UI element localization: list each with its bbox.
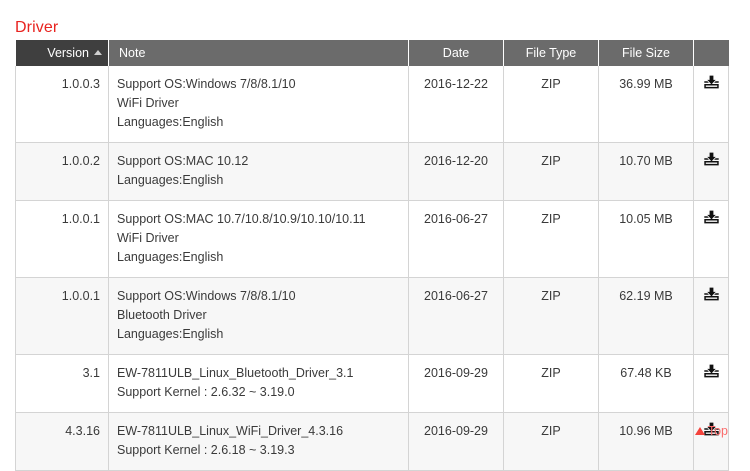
cell-file-size: 10.05 MB: [598, 200, 694, 278]
page-title: Driver: [15, 19, 59, 36]
cell-file-size: 67.48 KB: [598, 354, 694, 413]
cell-date: 2016-09-29: [408, 412, 504, 471]
table-row: 1.0.0.1 Support OS:Windows 7/8/8.1/10 Blue…: [15, 277, 729, 355]
cell-note: Support OS:MAC 10.7/10.8/10.9/10.10/10.1…: [108, 200, 409, 278]
column-header-date[interactable]: Date: [408, 40, 504, 66]
cell-file-size: 10.70 MB: [598, 142, 694, 201]
cell-file-type: ZIP: [503, 277, 599, 355]
cell-date: 2016-09-29: [408, 354, 504, 413]
cell-file-type: ZIP: [503, 200, 599, 278]
column-header-version-label: Version: [47, 46, 89, 60]
cell-download: [693, 354, 729, 413]
cell-version: 1.0.0.2: [15, 142, 109, 201]
table-row: 3.1 EW-7811ULB_Linux_Bluetooth_Driver_3.1…: [15, 354, 729, 413]
cell-file-type: ZIP: [503, 354, 599, 413]
table-header: Version Note Date File Type File Size: [15, 40, 729, 66]
driver-table-container: Version Note Date File Type File Size 1.…: [15, 40, 729, 471]
download-tray-icon[interactable]: [703, 287, 720, 303]
cell-download: [693, 277, 729, 355]
back-to-top-label: Top: [707, 424, 728, 438]
driver-download-page: Driver Version Note Date File Type File …: [15, 19, 729, 471]
cell-note: Support OS:Windows 7/8/8.1/10 Bluetooth D…: [108, 277, 409, 355]
column-header-version[interactable]: Version: [15, 40, 109, 66]
cell-file-size: 62.19 MB: [598, 277, 694, 355]
cell-download: [693, 66, 729, 143]
driver-table: Version Note Date File Type File Size 1.…: [15, 40, 729, 471]
cell-note: Support OS:MAC 10.12 Languages:English: [108, 142, 409, 201]
cell-date: 2016-06-27: [408, 200, 504, 278]
cell-download: [693, 200, 729, 278]
download-tray-icon[interactable]: [703, 75, 720, 91]
column-header-note[interactable]: Note: [108, 40, 409, 66]
download-tray-icon[interactable]: [703, 210, 720, 226]
cell-download: [693, 142, 729, 201]
cell-file-size: 36.99 MB: [598, 66, 694, 143]
note-line: WiFi Driver: [117, 96, 179, 110]
note-line: Support OS:Windows 7/8/8.1/10: [117, 289, 296, 303]
column-header-file-type[interactable]: File Type: [503, 40, 599, 66]
table-row: 1.0.0.3 Support OS:Windows 7/8/8.1/10 WiFi…: [15, 66, 729, 143]
cell-version: 1.0.0.3: [15, 66, 109, 143]
column-header-download: [693, 40, 729, 66]
column-header-file-size[interactable]: File Size: [598, 40, 694, 66]
note-line: EW-7811ULB_Linux_WiFi_Driver_4.3.16: [117, 424, 344, 438]
note-line: Support Kernel : 2.6.32 ~ 3.19.0: [117, 385, 295, 399]
cell-version: 1.0.0.1: [15, 200, 109, 278]
cell-date: 2016-12-20: [408, 142, 504, 201]
cell-date: 2016-12-22: [408, 66, 504, 143]
cell-version: 4.3.16: [15, 412, 109, 471]
triangle-up-icon: [694, 426, 705, 435]
download-tray-icon[interactable]: [703, 152, 720, 168]
cell-file-type: ZIP: [503, 66, 599, 143]
cell-note: EW-7811ULB_Linux_Bluetooth_Driver_3.1 Sup…: [108, 354, 409, 413]
sort-ascending-triangle-icon: [94, 50, 102, 56]
cell-download: [693, 412, 729, 471]
cell-note: EW-7811ULB_Linux_WiFi_Driver_4.3.16 Suppo…: [108, 412, 409, 471]
note-line: Languages:English: [117, 115, 224, 129]
note-line: Support OS:MAC 10.7/10.8/10.9/10.10/10.1…: [117, 212, 366, 226]
note-line: Languages:English: [117, 250, 224, 264]
download-tray-icon[interactable]: [703, 422, 720, 438]
cell-file-type: ZIP: [503, 142, 599, 201]
download-tray-icon[interactable]: [703, 364, 720, 380]
table-row: 1.0.0.2 Support OS:MAC 10.12 Languages:Eng…: [15, 142, 729, 201]
note-line: Support OS:MAC 10.12: [117, 154, 249, 168]
cell-version: 1.0.0.1: [15, 277, 109, 355]
table-header-row: Version Note Date File Type File Size: [15, 40, 729, 66]
note-line: Bluetooth Driver: [117, 308, 207, 322]
cell-file-type: ZIP: [503, 412, 599, 471]
cell-date: 2016-06-27: [408, 277, 504, 355]
cell-note: Support OS:Windows 7/8/8.1/10 WiFi Driver…: [108, 66, 409, 143]
table-body: 1.0.0.3 Support OS:Windows 7/8/8.1/10 WiFi…: [15, 66, 729, 471]
table-row: 4.3.16 EW-7811ULB_Linux_WiFi_Driver_4.3.1…: [15, 412, 729, 471]
back-to-top-link[interactable]: Top: [694, 424, 728, 438]
note-line: Languages:English: [117, 173, 224, 187]
note-line: Languages:English: [117, 327, 224, 341]
note-line: Support OS:Windows 7/8/8.1/10: [117, 77, 296, 91]
note-line: EW-7811ULB_Linux_Bluetooth_Driver_3.1: [117, 366, 354, 380]
cell-version: 3.1: [15, 354, 109, 413]
table-row: 1.0.0.1 Support OS:MAC 10.7/10.8/10.9/10.…: [15, 200, 729, 278]
cell-file-size: 10.96 MB: [598, 412, 694, 471]
note-line: Support Kernel : 2.6.18 ~ 3.19.3: [117, 443, 295, 457]
note-line: WiFi Driver: [117, 231, 179, 245]
